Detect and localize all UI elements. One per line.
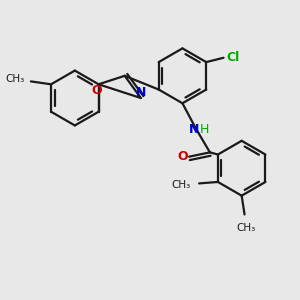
Text: N: N [136,86,146,99]
Text: H: H [200,123,209,136]
Text: CH₃: CH₃ [236,223,256,232]
Text: O: O [177,150,188,163]
Text: O: O [92,84,103,97]
Text: N: N [189,123,199,136]
Text: CH₃: CH₃ [5,74,25,84]
Text: CH₃: CH₃ [172,180,191,190]
Text: Cl: Cl [226,51,239,64]
